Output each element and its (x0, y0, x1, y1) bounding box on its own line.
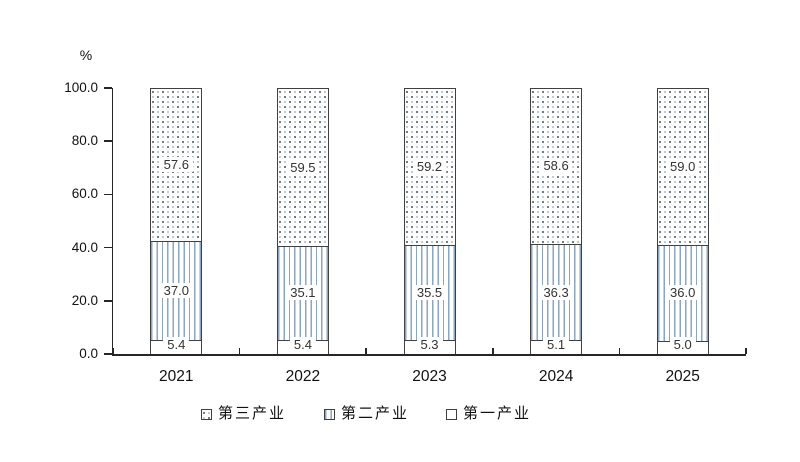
x-axis-line (111, 354, 746, 356)
bar-2021: 5.4 37.0 57.6 (150, 88, 203, 354)
value-label-secondary-2021: 37.0 (159, 282, 193, 298)
value-label-secondary-2023: 35.5 (412, 285, 447, 301)
value-label-secondary-2025: 36.0 (666, 285, 700, 301)
value-label-tertiary-2024: 58.6 (539, 158, 573, 174)
y-axis-tick-label: 80.0 (71, 133, 98, 149)
legend-marker-tertiary (201, 408, 212, 420)
y-axis-tick-label: 0.0 (79, 346, 98, 361)
y-axis-tick (104, 193, 112, 196)
y-axis-tick (104, 87, 112, 89)
bar-2025: 5.0 36.0 59.0 (656, 88, 709, 354)
y-axis-tick (104, 246, 112, 249)
y-axis-tick (104, 353, 112, 355)
value-label-tertiary-2023: 59.2 (412, 159, 447, 175)
y-axis-tick-label: 40.0 (71, 239, 98, 255)
value-label-secondary-2024: 36.3 (539, 284, 573, 300)
x-axis-category-label: 2024 (538, 368, 574, 385)
bar-2022: 5.4 35.1 59.5 (276, 88, 329, 354)
value-label-primary-2023: 5.3 (416, 337, 443, 352)
legend-label-tertiary: 第三产业 (218, 405, 287, 422)
y-axis-line (111, 88, 113, 354)
legend-item-primary: 第一产业 (446, 405, 531, 423)
value-label-primary-2025: 5.0 (669, 337, 696, 352)
value-label-primary-2024: 5.1 (543, 337, 570, 352)
legend-marker-primary (446, 408, 457, 420)
segment-tertiary-2023 (403, 88, 456, 246)
value-label-tertiary-2025: 59.0 (666, 158, 700, 174)
y-axis-tick-label: 20.0 (71, 292, 98, 308)
value-label-primary-2022: 5.4 (289, 337, 316, 352)
segment-secondary-2025 (656, 244, 709, 341)
y-axis-tick-label: 100.0 (64, 80, 98, 95)
x-axis-category-label: 2022 (285, 368, 321, 385)
x-axis-tick (745, 348, 747, 354)
y-axis-unit-label: % (79, 47, 93, 63)
x-axis-tick (238, 348, 241, 354)
x-axis-tick (112, 348, 114, 354)
y-axis-tick (104, 300, 112, 302)
legend-label-secondary: 第二产业 (341, 405, 410, 422)
x-axis-category-label: 2025 (665, 368, 700, 385)
value-label-secondary-2022: 35.1 (286, 285, 320, 301)
value-label-tertiary-2022: 59.5 (286, 159, 320, 175)
x-axis-tick (618, 348, 621, 354)
segment-secondary-2024 (530, 243, 583, 341)
legend-marker-secondary (324, 408, 335, 420)
y-axis-tick (104, 140, 112, 142)
x-axis-category-label: 2021 (159, 368, 194, 385)
value-label-primary-2021: 5.4 (163, 337, 190, 352)
segment-secondary-2022 (276, 246, 329, 340)
bar-2024: 5.1 36.3 58.6 (530, 88, 583, 354)
y-axis-tick-label: 60.0 (71, 186, 98, 202)
legend-item-tertiary: 第三产业 (201, 405, 286, 423)
legend-item-secondary: 第二产业 (324, 405, 409, 423)
bar-2023: 5.3 35.5 59.2 (403, 88, 456, 354)
x-axis-tick (365, 348, 367, 354)
value-label-tertiary-2021: 57.6 (159, 157, 193, 173)
x-axis-tick (492, 348, 494, 354)
legend-label-primary: 第一产业 (463, 405, 532, 422)
x-axis-category-label: 2023 (412, 368, 447, 385)
